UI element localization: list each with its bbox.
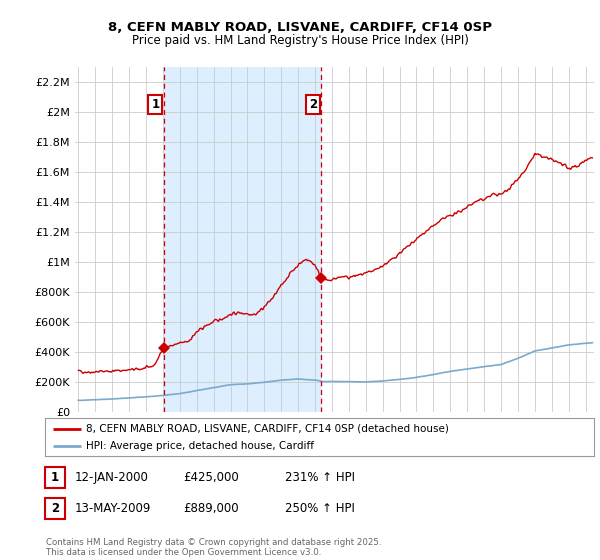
Text: £425,000: £425,000	[183, 471, 239, 484]
Text: 8, CEFN MABLY ROAD, LISVANE, CARDIFF, CF14 0SP: 8, CEFN MABLY ROAD, LISVANE, CARDIFF, CF…	[108, 21, 492, 34]
Text: 2: 2	[51, 502, 59, 515]
Text: Price paid vs. HM Land Registry's House Price Index (HPI): Price paid vs. HM Land Registry's House …	[131, 34, 469, 46]
Text: 1: 1	[151, 98, 160, 111]
Bar	[164, 67, 322, 412]
Text: 8, CEFN MABLY ROAD, LISVANE, CARDIFF, CF14 0SP (detached house): 8, CEFN MABLY ROAD, LISVANE, CARDIFF, CF…	[86, 423, 449, 433]
Text: 1: 1	[51, 471, 59, 484]
Text: 250% ↑ HPI: 250% ↑ HPI	[285, 502, 355, 515]
Text: HPI: Average price, detached house, Cardiff: HPI: Average price, detached house, Card…	[86, 441, 314, 451]
Text: Contains HM Land Registry data © Crown copyright and database right 2025.
This d: Contains HM Land Registry data © Crown c…	[46, 538, 382, 557]
Text: 12-JAN-2000: 12-JAN-2000	[75, 471, 149, 484]
Text: 2: 2	[309, 98, 317, 111]
Text: 13-MAY-2009: 13-MAY-2009	[75, 502, 151, 515]
Text: 231% ↑ HPI: 231% ↑ HPI	[285, 471, 355, 484]
Text: £889,000: £889,000	[183, 502, 239, 515]
